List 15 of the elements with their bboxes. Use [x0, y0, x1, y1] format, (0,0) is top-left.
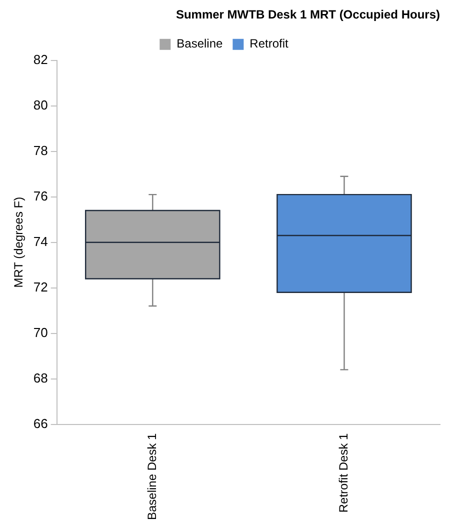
- chart-title: Summer MWTB Desk 1 MRT (Occupied Hours): [176, 8, 440, 22]
- y-tick-label: 78: [33, 142, 48, 158]
- y-tick-label: 66: [33, 416, 48, 431]
- y-tick-label: 76: [33, 188, 48, 204]
- y-tick-label: 74: [33, 234, 48, 249]
- y-tick-label: 80: [33, 97, 48, 112]
- y-axis-title: MRT (degrees F): [12, 196, 26, 288]
- legend-label: Baseline: [176, 36, 224, 51]
- legend-label: Retrofit: [250, 36, 290, 51]
- x-tick-label: Retrofit Desk 1: [336, 432, 351, 513]
- y-tick-label: 82: [33, 52, 48, 67]
- y-tick-label: 72: [33, 279, 48, 294]
- x-tick-label: Baseline Desk 1: [144, 432, 159, 520]
- y-tick-label: 68: [33, 370, 48, 386]
- y-tick-label: 70: [33, 324, 48, 340]
